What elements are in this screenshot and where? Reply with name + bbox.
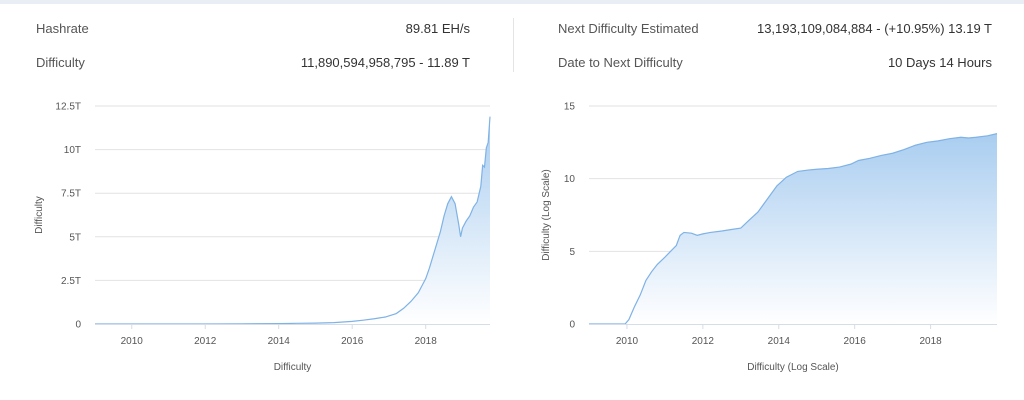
- stats-divider: [513, 18, 514, 72]
- x-axis-title: Difficulty (Log Scale): [747, 362, 839, 373]
- series-line: [589, 133, 998, 325]
- date-next-difficulty-value: 10 Days 14 Hours: [887, 55, 992, 70]
- y-axis-title: Difficulty: [34, 196, 45, 234]
- x-tick-label: 2014: [268, 336, 291, 347]
- series-line: [95, 116, 491, 325]
- y-tick-label: 10T: [64, 145, 81, 156]
- y-tick-label: 15: [564, 102, 576, 113]
- x-tick-label: 2016: [844, 336, 867, 347]
- top-strip: [0, 0, 1024, 4]
- hashrate-label: Hashrate: [36, 21, 89, 36]
- stats-panel-left: Hashrate 89.81 EH/s Difficulty 11,890,59…: [36, 14, 470, 74]
- next-difficulty-row: Next Difficulty Estimated 13,193,109,084…: [558, 14, 992, 48]
- y-tick-label: 0: [75, 320, 81, 331]
- next-difficulty-value: 13,193,109,084,884 - (+10.95%) 13.19 T: [756, 21, 992, 36]
- x-tick-label: 2018: [919, 336, 942, 347]
- date-next-difficulty-label: Date to Next Difficulty: [558, 55, 683, 70]
- x-tick-label: 2018: [415, 336, 438, 347]
- hashrate-row: Hashrate 89.81 EH/s: [36, 14, 470, 48]
- x-tick-label: 2010: [121, 336, 144, 347]
- difficulty-log-chart: 0 5 10 15 2010 2012 2014 2016 2018 Difficulty (Lo…: [541, 102, 998, 373]
- y-tick-label: 12.5T: [55, 102, 81, 113]
- hashrate-value: 89.81 EH/s: [405, 21, 470, 36]
- x-tick-label: 2012: [194, 336, 217, 347]
- x-tick-label: 2012: [692, 336, 715, 347]
- x-tick-label: 2014: [768, 336, 791, 347]
- series-area: [95, 116, 490, 324]
- date-next-difficulty-row: Date to Next Difficulty 10 Days 14 Hours: [558, 48, 992, 82]
- difficulty-row: Difficulty 11,890,594,958,795 - 11.89 T: [36, 48, 470, 82]
- y-tick-label: 2.5T: [61, 276, 81, 287]
- difficulty-label: Difficulty: [36, 55, 85, 70]
- next-difficulty-label: Next Difficulty Estimated: [558, 21, 699, 36]
- x-tick-label: 2016: [341, 336, 364, 347]
- y-tick-label: 5T: [69, 232, 81, 243]
- stats-panel-right: Next Difficulty Estimated 13,193,109,084…: [558, 14, 992, 74]
- y-tick-label: 5: [569, 247, 575, 258]
- y-axis-title: Difficulty (Log Scale): [541, 169, 552, 261]
- series-area: [589, 133, 997, 324]
- difficulty-chart: 0 2.5T 5T 7.5T 10T 12.5T 2010 2012 2014 2016 2018 D…: [34, 102, 491, 373]
- y-tick-label: 0: [569, 320, 575, 331]
- x-tick-label: 2010: [616, 336, 639, 347]
- difficulty-value: 11,890,594,958,795 - 11.89 T: [300, 55, 470, 70]
- y-tick-label: 10: [564, 174, 576, 185]
- y-tick-label: 7.5T: [61, 189, 81, 200]
- x-axis-title: Difficulty: [274, 362, 312, 373]
